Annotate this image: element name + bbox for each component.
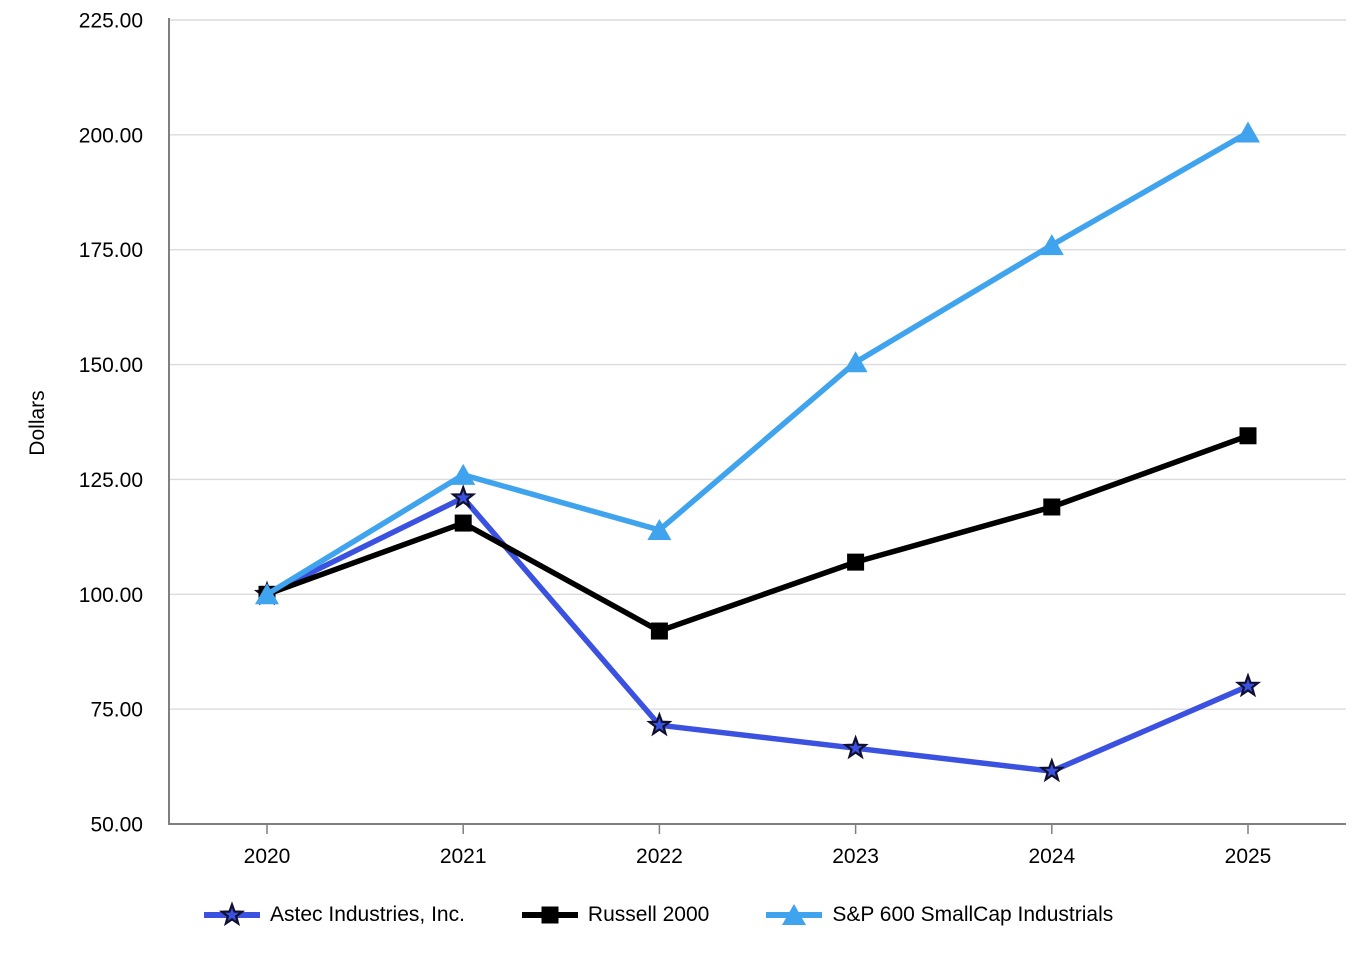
square-marker-russell-2000-2023	[847, 553, 865, 571]
triangle-marker-sp600-smallcap-industrials-2025	[1236, 121, 1260, 143]
star-marker-astec-industries-2024	[1038, 757, 1065, 783]
x-tick-label: 2021	[440, 845, 487, 868]
series-line-sp600-smallcap-industrials	[265, 130, 1250, 597]
y-tick-label: 75.00	[90, 699, 143, 722]
plot-area: 50.00 75.00 100.00 125.00 150.00 175.00 200.00…	[79, 10, 1346, 868]
series-line-russell-2000	[266, 433, 1249, 635]
star-marker-astec-industries-2023	[842, 734, 869, 760]
square-marker-russell-2000-2021	[454, 514, 472, 532]
y-tick-label: 200.00	[79, 124, 143, 147]
legend-item-astec-industries: Astec Industries, Inc.	[203, 897, 465, 933]
series-line-astec-industries	[265, 494, 1250, 775]
legend-label-astec-industries: Astec Industries, Inc.	[270, 903, 465, 926]
y-tick-label: 150.00	[79, 354, 143, 377]
legend-item-sp600-smallcap-industrials: S&P 600 SmallCap Industrials	[765, 897, 1113, 933]
chart-legend: Astec Industries, Inc. Russell 2000 S&P …	[203, 893, 1113, 937]
legend-marker-sp600-smallcap-industrials	[782, 904, 807, 925]
y-tick-label: 100.00	[79, 584, 143, 607]
star-marker-astec-industries-2025	[1234, 672, 1262, 698]
x-tick-label: 2025	[1225, 845, 1272, 868]
y-tick-label: 225.00	[79, 10, 143, 33]
y-tick-label: 50.00	[90, 814, 143, 837]
star-marker-astec-industries-2022	[646, 711, 673, 737]
triangle-marker-sp600-smallcap-industrials-2022	[647, 518, 672, 540]
triangle-marker-sp600-smallcap-industrials-2020	[255, 583, 279, 605]
legend-label-russell-2000: Russell 2000	[587, 903, 710, 926]
square-marker-russell-2000-2025	[1239, 427, 1257, 445]
legend-label-sp600-smallcap-industrials: S&P 600 SmallCap Industrials	[832, 903, 1114, 926]
triangle-marker-sp600-smallcap-industrials-2021	[451, 463, 476, 485]
legend-item-russell-2000: Russell 2000	[521, 897, 709, 933]
square-marker-russell-2000-2024	[1043, 498, 1061, 516]
legend-marker-astec-industries	[218, 901, 246, 927]
russell-line-square-icon	[521, 906, 578, 924]
x-tick-label: 2023	[832, 845, 879, 868]
sp600-line-triangle-icon	[766, 904, 823, 925]
x-tick-label: 2022	[636, 845, 683, 868]
triangle-marker-sp600-smallcap-industrials-2023	[843, 351, 868, 373]
y-tick-label: 125.00	[79, 469, 143, 492]
star-marker-astec-industries-2021	[450, 484, 477, 509]
x-tick-label: 2024	[1028, 845, 1075, 868]
square-marker-russell-2000-2022	[650, 622, 668, 640]
triangle-marker-sp600-smallcap-industrials-2024	[1039, 234, 1064, 256]
y-tick-label: 175.00	[79, 239, 143, 262]
legend-marker-russell-2000	[541, 906, 559, 924]
astec-line-star-icon	[204, 901, 260, 927]
x-tick-label: 2020	[244, 845, 291, 868]
